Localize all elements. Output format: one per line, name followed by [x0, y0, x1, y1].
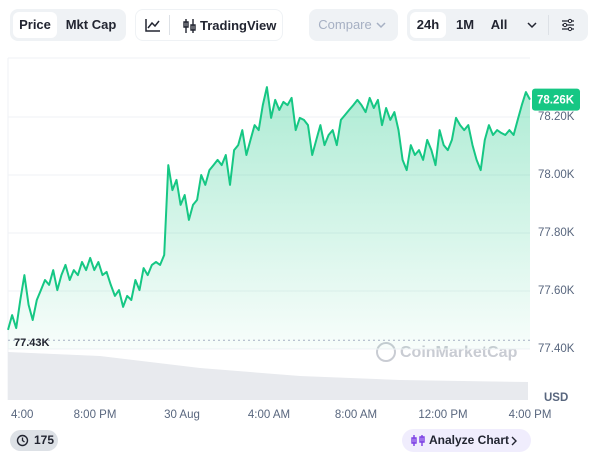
range-tab[interactable]: All: [490, 17, 508, 32]
chevron: [376, 22, 386, 29]
y-tick-label: 78.20K: [538, 111, 575, 123]
tradingview-button[interactable]: TradingView: [200, 18, 277, 33]
tab[interactable]: Price: [13, 12, 57, 38]
settings-icon[interactable]: [561, 18, 575, 32]
x-tick-label: 30 Aug: [164, 409, 200, 421]
x-tick-label: 8:00 PM: [74, 409, 117, 421]
range-tab[interactable]: 24h: [410, 12, 446, 38]
x-tick-label: 8:00 AM: [335, 409, 377, 421]
x-tick-label: 4:00 PM: [509, 409, 552, 421]
range-tab[interactable]: 1M: [455, 17, 475, 32]
chevron-right: [511, 436, 517, 446]
divider: [548, 15, 549, 35]
compare-dropdown[interactable]: Compare: [309, 9, 398, 41]
chevron[interactable]: [526, 20, 538, 30]
volume-area: [8, 352, 528, 400]
chart-type-group: TradingView: [135, 9, 283, 41]
tab-group: Price Mkt Cap: [10, 9, 126, 41]
analyze-chart-button[interactable]: Analyze Chart: [402, 429, 531, 452]
range-group: 24h 1M All: [407, 9, 588, 41]
compare-label: Compare: [318, 17, 372, 32]
low-label: 77.43K: [14, 337, 50, 349]
x-tick-label: 4:00: [11, 409, 33, 421]
analyze-icon: [411, 435, 425, 446]
y-tick-label: 78.00K: [538, 169, 575, 181]
y-tick-label: 77.40K: [538, 343, 575, 355]
y-tick-label: 77.80K: [538, 227, 575, 239]
line-area: [8, 87, 530, 349]
y-tick-label: 77.60K: [538, 285, 575, 297]
price-line: [7, 86, 531, 331]
line-chart-icon[interactable]: [144, 17, 162, 33]
current-price-label: 78.26K: [537, 95, 575, 107]
x-tick-label: 12:00 PM: [418, 409, 467, 421]
tradingview-icon: [183, 19, 196, 33]
current-price-badge: [532, 88, 580, 111]
badge-count: 175: [34, 433, 55, 447]
x-tick-label: 4:00 AM: [248, 409, 290, 421]
history-badge[interactable]: 175: [10, 430, 58, 451]
tab[interactable]: Mkt Cap: [65, 17, 117, 32]
divider: [169, 15, 170, 35]
clock-icon: [16, 434, 29, 447]
analyze-label: Analyze Chart: [429, 433, 510, 447]
y-unit: USD: [544, 392, 568, 404]
